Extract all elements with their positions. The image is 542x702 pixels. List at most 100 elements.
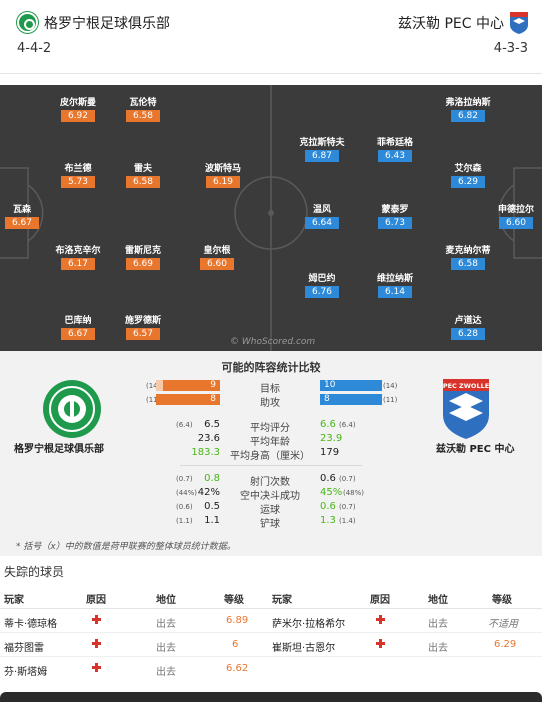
player-rating: 6.17 xyxy=(61,258,95,270)
home-stat-value: 0.5 xyxy=(204,501,220,512)
player-card[interactable]: 皇尔根 6.60 xyxy=(182,243,252,270)
player-rating: 6.60 xyxy=(499,217,533,229)
player-card[interactable]: 施罗德斯 6.57 xyxy=(108,313,178,340)
player-card[interactable]: 艾尔森 6.29 xyxy=(433,161,503,188)
player-name: 菲希廷格 xyxy=(376,138,413,148)
player-name: 艾尔森 xyxy=(454,164,482,174)
home-team-name[interactable]: 格罗宁根足球俱乐部 xyxy=(44,15,170,32)
player-card[interactable]: 维拉纳斯 6.14 xyxy=(360,271,430,298)
home-stat-value: 6.5 xyxy=(204,419,220,430)
player-card[interactable]: 波斯特马 6.19 xyxy=(188,161,258,188)
away-crest-text: PEC ZWOLLE xyxy=(443,382,489,390)
player-name: 皮尔斯曼 xyxy=(59,98,96,108)
player-card[interactable]: 克拉斯特夫 6.87 xyxy=(287,135,357,162)
player-rating: 6.92 xyxy=(61,110,95,122)
player-name: 卢道达 xyxy=(454,316,482,326)
table-header: 玩家 原因 地位 等级 玩家 原因 地位 等级 xyxy=(0,585,542,609)
home-stat-value: 0.8 xyxy=(204,473,220,484)
position-value: 出去 xyxy=(156,619,176,630)
rating-value: 6.89 xyxy=(226,615,249,626)
away-assists-league: (11) xyxy=(383,396,398,404)
away-stat-value: 23.9 xyxy=(320,433,343,444)
away-formation: 4-3-3 xyxy=(493,41,528,56)
injury-icon xyxy=(92,663,101,672)
rating-value: 不适用 xyxy=(488,619,518,630)
player-card[interactable]: 瓦伦特 6.58 xyxy=(108,95,178,122)
home-team-link[interactable]: 格罗宁根足球俱乐部 xyxy=(17,12,170,33)
goals-label: 目标 xyxy=(260,384,280,395)
position-value: 出去 xyxy=(428,643,448,654)
player-rating: 6.82 xyxy=(451,110,485,122)
player-rating: 6.67 xyxy=(5,217,39,229)
home-team-badge-icon xyxy=(17,12,38,33)
player-card[interactable]: 蒙泰罗 6.73 xyxy=(360,202,430,229)
player-link[interactable]: 福芬图雷 xyxy=(4,643,44,654)
player-card[interactable]: 姆巴约 6.76 xyxy=(287,271,357,298)
player-card[interactable]: 菲希廷格 6.43 xyxy=(360,135,430,162)
home-goals-bar: 9 xyxy=(163,380,220,391)
player-card[interactable]: 申德拉尔 6.60 xyxy=(481,202,542,229)
player-link[interactable]: 蒂卡·德琼格 xyxy=(4,619,58,630)
player-rating: 6.64 xyxy=(305,217,339,229)
table-row: 蒂卡·德琼格 出去 6.89 萨米尔·拉格希尔 出去 不适用 xyxy=(0,609,542,633)
away-team-crest-icon: PEC ZWOLLE xyxy=(443,379,489,439)
header-rating: 等级 xyxy=(492,595,512,606)
home-stat-value: 183.3 xyxy=(191,447,220,458)
away-team-link[interactable]: 兹沃勒 PEC 中心 xyxy=(398,12,528,34)
home-stat-league: (44%) xyxy=(176,489,198,497)
player-rating: 6.58 xyxy=(451,258,485,270)
home-stat-league: (1.1) xyxy=(176,517,193,525)
player-link[interactable]: 崔斯坦·古恩尔 xyxy=(272,643,336,654)
player-card[interactable]: 布兰德 5.73 xyxy=(43,161,113,188)
divider xyxy=(180,465,362,466)
away-stat-league: (1.4) xyxy=(339,517,356,525)
player-card[interactable]: 雷夫 6.58 xyxy=(108,161,178,188)
player-rating: 6.58 xyxy=(126,110,160,122)
away-goals-league: (14) xyxy=(383,382,398,390)
player-card[interactable]: 麦克纳尔蒂 6.58 xyxy=(433,243,503,270)
position-value: 出去 xyxy=(156,667,176,678)
home-goals-value: 9 xyxy=(210,380,216,390)
player-card[interactable]: 布洛克辛尔 6.17 xyxy=(43,243,113,270)
position-value: 出去 xyxy=(156,643,176,654)
header-reason: 原因 xyxy=(86,595,106,606)
player-rating: 6.28 xyxy=(451,328,485,340)
rating-value: 6.62 xyxy=(226,663,249,674)
player-card[interactable]: 雷斯尼克 6.69 xyxy=(108,243,178,270)
away-team-name-large[interactable]: 兹沃勒 PEC 中心 xyxy=(436,444,515,455)
stat-label: 运球 xyxy=(260,505,280,516)
home-team-name-large[interactable]: 格罗宁根足球俱乐部 xyxy=(14,444,104,455)
pitch-markings xyxy=(0,85,542,351)
away-team-name[interactable]: 兹沃勒 PEC 中心 xyxy=(398,16,504,32)
player-name: 温风 xyxy=(312,205,331,215)
away-stat-value: 179 xyxy=(320,447,340,458)
player-card[interactable]: 瓦森 6.67 xyxy=(0,202,57,229)
player-rating: 6.67 xyxy=(61,328,95,340)
header-position: 地位 xyxy=(156,595,176,606)
player-rating: 6.87 xyxy=(305,150,339,162)
injury-icon xyxy=(376,639,385,648)
player-card[interactable]: 卢道达 6.28 xyxy=(433,313,503,340)
player-rating: 6.60 xyxy=(200,258,234,270)
player-name: 弗洛拉纳斯 xyxy=(445,98,491,108)
header-reason: 原因 xyxy=(370,595,390,606)
away-stat-value: 45% xyxy=(320,487,343,498)
player-name: 皇尔根 xyxy=(203,246,231,256)
player-name: 施罗德斯 xyxy=(124,316,161,326)
table-row: 福芬图雷 出去 6 崔斯坦·古恩尔 出去 6.29 xyxy=(0,633,542,657)
player-name: 申德拉尔 xyxy=(497,205,534,215)
player-link[interactable]: 萨米尔·拉格希尔 xyxy=(272,619,346,630)
player-card[interactable]: 巴库纳 6.67 xyxy=(43,313,113,340)
away-stat-value: 6.6 xyxy=(320,419,336,430)
header-position: 地位 xyxy=(428,595,448,606)
stat-label: 平均年龄 xyxy=(250,437,290,448)
player-card[interactable]: 弗洛拉纳斯 6.82 xyxy=(433,95,503,122)
player-card[interactable]: 皮尔斯曼 6.92 xyxy=(43,95,113,122)
player-card[interactable]: 温风 6.64 xyxy=(287,202,357,229)
player-rating: 6.73 xyxy=(378,217,412,229)
home-formation: 4-4-2 xyxy=(17,41,52,56)
player-link[interactable]: 芬·斯塔姆 xyxy=(4,667,48,678)
player-name: 蒙泰罗 xyxy=(381,205,409,215)
player-name: 巴库纳 xyxy=(64,316,92,326)
player-rating: 6.29 xyxy=(451,176,485,188)
